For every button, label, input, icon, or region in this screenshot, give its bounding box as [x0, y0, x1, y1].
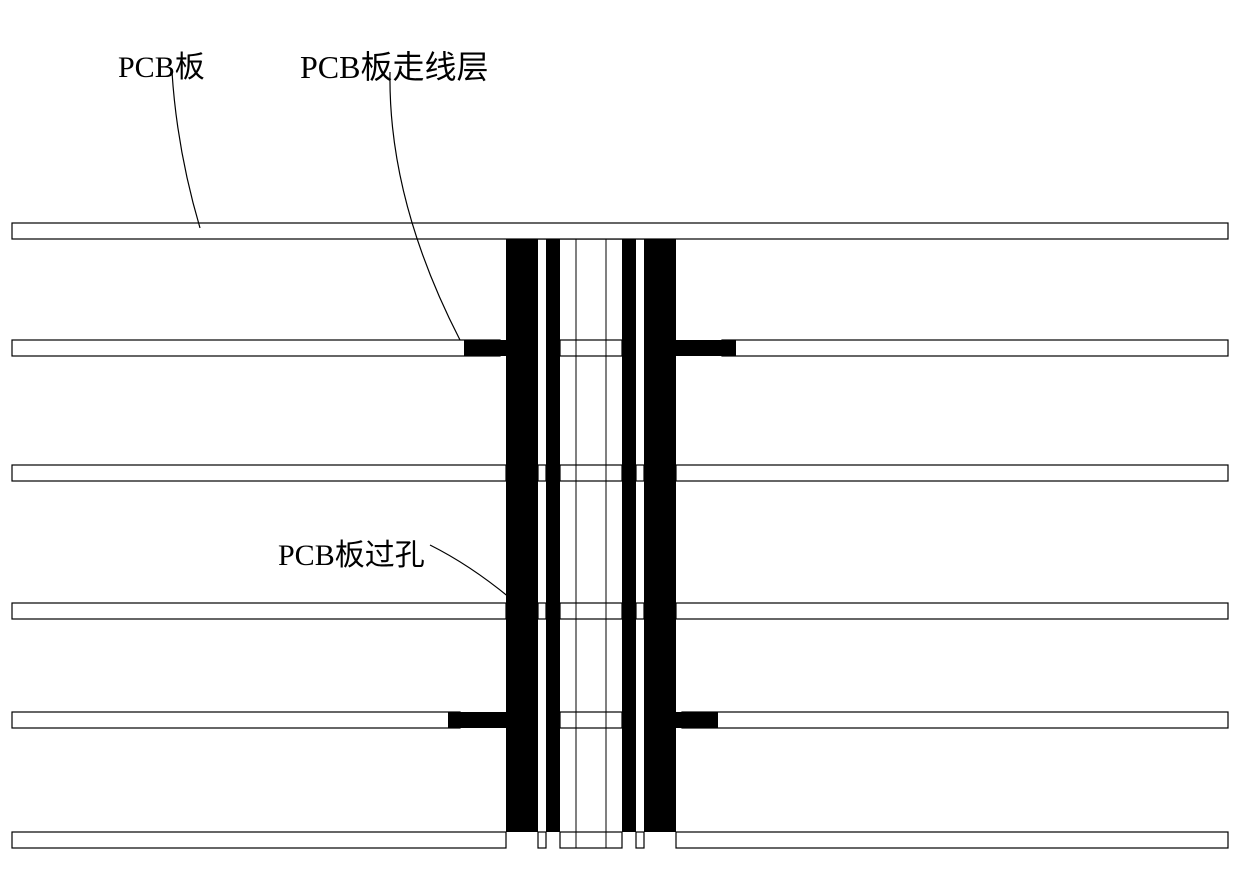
pcb-trace-layer-right: [722, 340, 1228, 356]
pcb-layer: [12, 223, 1228, 239]
pcb-trace-layer-right: [682, 712, 1228, 728]
pcb-cross-section-diagram: [0, 0, 1240, 879]
pcb-trace-layer-left: [12, 340, 500, 356]
pcb-trace-layer-left: [12, 712, 460, 728]
label-via: PCB板过孔: [278, 530, 425, 574]
pcb-layer: [676, 603, 1228, 619]
via-center-gap: [560, 603, 622, 619]
via-center-gap: [560, 832, 622, 848]
label-trace-layer: PCB板走线层: [300, 42, 489, 88]
label-pcb-board: PCB板: [118, 42, 205, 86]
via-pad: [676, 340, 736, 356]
pcb-layer: [676, 465, 1228, 481]
leader-line: [172, 72, 200, 228]
via-center-gap: [560, 465, 622, 481]
via-pad: [448, 712, 506, 728]
via-pad: [464, 340, 506, 356]
pcb-layer: [12, 603, 506, 619]
pcb-layer: [12, 465, 506, 481]
via-wall: [644, 239, 676, 832]
via-wall: [546, 239, 560, 832]
leader-line: [430, 545, 510, 598]
pcb-layer: [676, 832, 1228, 848]
via-wall: [506, 239, 538, 832]
via-wall: [622, 239, 636, 832]
via-center-gap: [560, 340, 622, 356]
via-center-gap: [560, 712, 622, 728]
leader-line: [390, 72, 460, 340]
pcb-layer: [12, 832, 506, 848]
via-pad: [676, 712, 718, 728]
